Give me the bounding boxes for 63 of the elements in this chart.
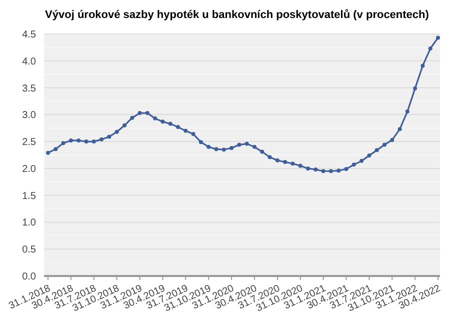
point <box>122 123 126 128</box>
y-tick-label: 3.5 <box>22 83 36 94</box>
point <box>107 134 112 139</box>
point <box>314 168 318 172</box>
chart-title: Vývoj úrokové sazby hypoték u bankovních poskytovatelů (v procentech) <box>45 9 430 21</box>
point <box>252 144 256 149</box>
y-tick-label: 1.5 <box>22 190 36 202</box>
point <box>130 116 134 120</box>
point <box>61 141 66 146</box>
y-tick-label: 1.0 <box>22 218 36 229</box>
point <box>268 155 272 160</box>
point <box>336 168 341 173</box>
point <box>68 138 73 142</box>
point <box>168 122 172 126</box>
point <box>176 125 180 130</box>
point <box>92 140 96 144</box>
point <box>160 120 165 124</box>
point <box>328 169 333 174</box>
point <box>290 162 295 166</box>
point <box>244 142 249 146</box>
point <box>436 36 440 40</box>
point <box>206 144 211 149</box>
y-tick-label: 2.5 <box>22 137 36 148</box>
point <box>367 154 372 158</box>
point <box>214 147 218 152</box>
point <box>275 158 280 162</box>
y-tick-label: 0.5 <box>22 244 36 256</box>
point <box>138 111 142 116</box>
point <box>398 127 402 132</box>
point <box>382 142 386 147</box>
y-tick-label: 4.0 <box>22 56 36 68</box>
point <box>321 169 326 174</box>
point <box>76 138 81 142</box>
point <box>344 166 348 171</box>
point <box>84 140 88 144</box>
point <box>114 130 119 134</box>
point <box>360 158 364 163</box>
point <box>184 128 188 133</box>
point <box>306 166 310 170</box>
point <box>260 150 264 154</box>
point <box>191 132 196 136</box>
point <box>46 150 50 155</box>
point <box>230 146 234 150</box>
point <box>374 148 379 152</box>
point <box>298 164 302 168</box>
y-tick-label: 0.0 <box>22 272 36 282</box>
y-tick-label: 2.0 <box>22 164 36 175</box>
point <box>237 142 242 147</box>
point <box>198 140 203 144</box>
point <box>100 137 104 142</box>
point <box>390 138 394 142</box>
point <box>420 64 425 68</box>
y-tick-label: 3.0 <box>22 110 36 122</box>
point <box>145 111 150 116</box>
point <box>54 147 58 152</box>
point <box>405 109 410 114</box>
point <box>413 86 418 90</box>
point <box>153 116 158 120</box>
point <box>428 46 432 51</box>
point <box>352 162 356 167</box>
y-tick-label: 4.5 <box>22 30 36 40</box>
point <box>283 160 288 164</box>
point <box>222 148 226 152</box>
